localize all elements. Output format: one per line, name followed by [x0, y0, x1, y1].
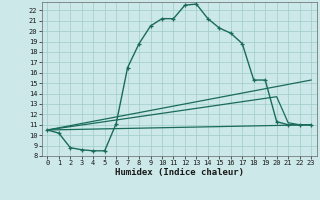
X-axis label: Humidex (Indice chaleur): Humidex (Indice chaleur)	[115, 168, 244, 177]
